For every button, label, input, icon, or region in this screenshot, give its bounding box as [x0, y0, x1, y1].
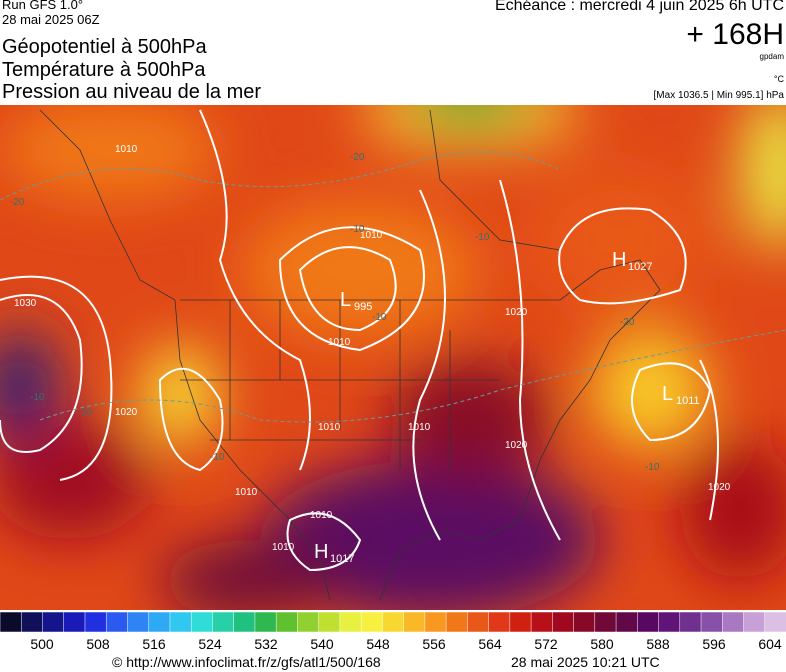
colorbar-tick-label: 508 — [86, 636, 110, 652]
map: H 1027 L 995 L 1011 H 1017 1010 1020 103… — [0, 105, 786, 610]
colorbar-swatch — [403, 612, 426, 632]
colorbar-swatch — [637, 612, 660, 632]
title: Pression au niveau de la mer — [2, 81, 262, 103]
colorbar-tick-label: 596 — [702, 636, 726, 652]
colorbar-tick-label: 588 — [646, 636, 670, 652]
colorbar-swatch — [20, 612, 44, 632]
contour-label: 1020 — [505, 307, 528, 318]
colorbar-swatch — [764, 612, 786, 632]
title: Température à 500hPa — [2, 59, 206, 81]
colorbar-swatch — [530, 612, 554, 632]
temp-label: -10 — [475, 232, 490, 243]
colorbar-tick-label: 532 — [254, 636, 278, 652]
pressure-center: H — [612, 249, 626, 271]
contour-label: 1020 — [115, 407, 138, 418]
pressure-center-value: 1027 — [628, 261, 652, 273]
colorbar-tick-label: 540 — [310, 636, 334, 652]
colorbar-swatch — [658, 612, 681, 632]
temp-label: -20 — [620, 317, 635, 328]
colorbar-swatch — [339, 612, 362, 632]
colorbar-swatch — [467, 612, 490, 632]
contour-label: 1010 — [408, 422, 431, 433]
colorbar-ticks: 500 508 516 524 532 540 548 556 564 572 580 588 596 6… — [30, 636, 782, 652]
temp-label: -10 — [645, 462, 660, 473]
pressure-center: L — [340, 289, 351, 311]
colorbar-swatch — [382, 612, 405, 632]
colorbar-swatch — [509, 612, 532, 632]
title: Géopotentiel à 500hPa — [2, 36, 207, 58]
pressure-center: L — [662, 383, 673, 405]
temp-label: -10 — [210, 452, 225, 463]
colorbar-swatch — [233, 612, 256, 632]
forecast-time: Echéance : mercredi 4 juin 2025 6h UTC — [494, 0, 784, 14]
pressure-center-value: 995 — [354, 301, 372, 313]
contour-label: 1010 — [235, 487, 258, 498]
colorbar-tick-label: 564 — [478, 636, 502, 652]
colorbar-swatch — [722, 612, 745, 632]
colorbar-swatch — [743, 612, 766, 632]
temp-label: -10 — [30, 392, 45, 403]
pressure-center-value: 1017 — [330, 553, 354, 565]
colorbar-swatch — [615, 612, 639, 632]
colorbar-swatch — [127, 612, 150, 632]
colorbar-swatch — [552, 612, 575, 632]
unit: °C — [773, 74, 784, 84]
colorbar-swatch — [297, 612, 320, 632]
contour-label: 1010 — [318, 422, 341, 433]
pressure-center: H — [314, 541, 328, 563]
colorbar-tick-label: 556 — [422, 636, 446, 652]
colorbar-tick-label: 500 — [30, 636, 54, 652]
pressure-center-value: 1011 — [676, 395, 700, 407]
colorbar-swatch — [424, 612, 447, 632]
contour-label: 1010 — [272, 542, 295, 553]
colorbar-swatch — [360, 612, 384, 632]
colorbar-tick-label: 580 — [590, 636, 614, 652]
colorbar-swatch — [190, 612, 214, 632]
colorbar-swatch — [254, 612, 277, 632]
timestamp: 28 mai 2025 10:21 UTC — [511, 654, 660, 670]
colorbar-tick-label: 572 — [534, 636, 558, 652]
contour-label: 1020 — [708, 482, 731, 493]
colorbar — [0, 612, 786, 632]
colorbar-tick-label: 524 — [198, 636, 222, 652]
colorbar-swatch — [42, 612, 65, 632]
colorbar-tick-label: 548 — [366, 636, 390, 652]
colorbar-swatch — [169, 612, 192, 632]
run-label: Run GFS 1.0° — [2, 0, 84, 12]
colorbar-swatch — [573, 612, 596, 632]
colorbar-tick-label: 604 — [758, 636, 782, 652]
colorbar-swatch — [212, 612, 235, 632]
contour-label: 1010 — [328, 337, 351, 348]
colorbar-swatch — [84, 612, 107, 632]
contour-label: 1010 — [310, 510, 333, 521]
colorbar-swatch — [0, 612, 22, 632]
colorbar-swatch — [63, 612, 86, 632]
contour-label: 1010 — [360, 230, 383, 241]
colorbar-swatch — [445, 612, 469, 632]
colorbar-swatch — [148, 612, 171, 632]
contour-label: 1010 — [115, 144, 138, 155]
colorbar-tick-label: 516 — [142, 636, 166, 652]
colorbar-swatch — [594, 612, 617, 632]
temp-label: -10 — [78, 407, 93, 418]
colorbar-swatch — [318, 612, 341, 632]
run-date: 28 mai 2025 06Z — [2, 12, 100, 27]
temp-label: -10 — [372, 312, 387, 323]
source-url: © http://www.infoclimat.fr/z/gfs/atl1/50… — [112, 654, 381, 670]
pressure-range: [Max 1036.5 | Min 995.1] hPa — [653, 90, 784, 101]
temp-label: -20 — [10, 197, 25, 208]
contour-label: 1030 — [14, 298, 37, 309]
colorbar-swatch — [275, 612, 299, 632]
temp-label: -10 — [350, 224, 365, 235]
contour-label: 1020 — [505, 440, 528, 451]
colorbar-swatch — [488, 612, 511, 632]
unit: gpdam — [759, 52, 784, 61]
lead-time: + 168H — [686, 18, 784, 51]
colorbar-swatch — [700, 612, 724, 632]
temp-label: -20 — [350, 152, 365, 163]
colorbar-swatch — [105, 612, 129, 632]
colorbar-swatch — [679, 612, 702, 632]
